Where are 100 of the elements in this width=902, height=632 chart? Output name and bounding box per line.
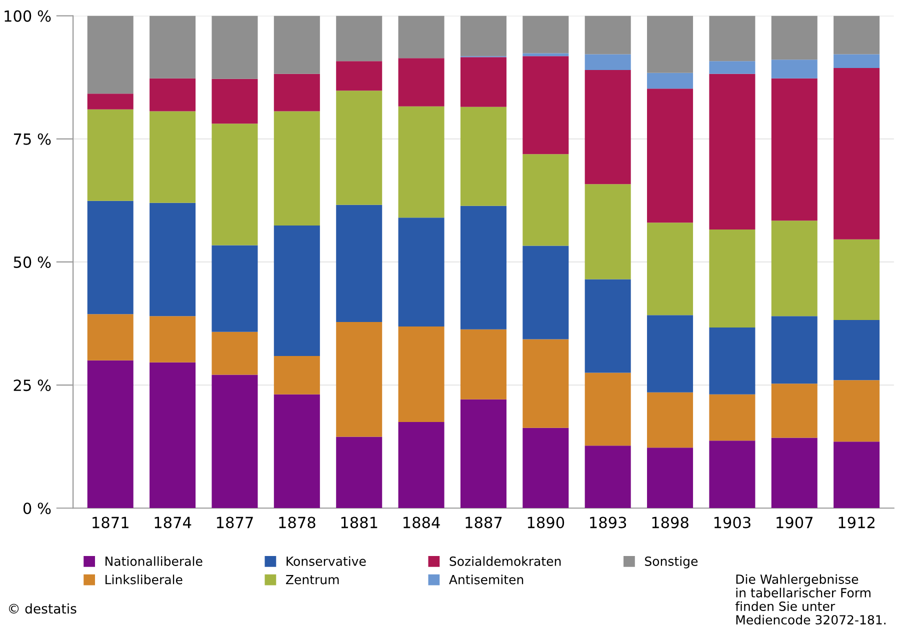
bar [771, 16, 818, 60]
bar [274, 356, 320, 394]
bar [584, 279, 631, 373]
bar [87, 16, 134, 94]
bar [460, 16, 506, 56]
legend-label: Linksliberale [106, 574, 182, 584]
bar [709, 61, 756, 74]
bar [336, 61, 382, 91]
bar [771, 384, 818, 438]
x-tick-label: 1893 [590, 516, 626, 528]
x-tick-label: 1887 [466, 516, 502, 528]
bar [771, 316, 818, 384]
bar [87, 94, 134, 110]
bar [584, 184, 631, 280]
bar [709, 394, 756, 441]
x-tick-label: 1881 [341, 516, 378, 528]
x-tick-label: 1878 [279, 516, 316, 528]
bar [398, 58, 444, 106]
bar [150, 111, 196, 203]
bar [212, 124, 258, 246]
bar [150, 78, 196, 112]
bar [212, 374, 258, 508]
bar [87, 360, 134, 508]
y-tick-label: 75 % [14, 133, 51, 145]
y-tick-label: 50 % [14, 256, 51, 268]
bar [584, 16, 631, 54]
bar [150, 316, 196, 362]
bar [150, 202, 196, 316]
bar [709, 74, 756, 230]
bar [336, 322, 382, 437]
bar [212, 332, 258, 375]
bar [274, 16, 320, 74]
bar [771, 220, 818, 316]
bar [584, 70, 631, 184]
bar [87, 109, 134, 201]
bar [647, 72, 694, 89]
legend-label: Nationalliberale [106, 556, 202, 566]
bar [274, 394, 320, 508]
bar [522, 339, 569, 428]
bar [87, 314, 134, 360]
bar [647, 16, 694, 73]
y-tick-label: 100 % [4, 10, 51, 22]
y-tick-label: 0 % [23, 502, 51, 514]
bar [709, 440, 756, 508]
bar [460, 206, 506, 330]
bar [212, 78, 258, 124]
bar [150, 362, 196, 508]
bar [522, 154, 569, 246]
bar [834, 68, 880, 240]
bar [274, 111, 320, 226]
x-tick-label: 1912 [838, 516, 874, 528]
bar [647, 392, 694, 448]
bar [834, 54, 880, 68]
x-tick-label: 1903 [714, 516, 750, 528]
bar [274, 226, 320, 356]
bar [771, 438, 818, 508]
bar [584, 54, 631, 70]
bar [522, 53, 569, 56]
text: Die Wahlergebnisse in tabellarischer Form finden Sie unter Mediencode 32072-181. [735, 574, 886, 625]
bar [584, 446, 631, 508]
bar [647, 448, 694, 508]
legend-label: Sonstige [645, 556, 698, 568]
x-tick-label: 1871 [92, 516, 128, 528]
bar [771, 60, 818, 78]
bar [834, 16, 880, 54]
bar [709, 229, 756, 328]
bar [274, 74, 320, 112]
bar [398, 16, 444, 58]
legend-label: Sozialdemokraten [450, 556, 561, 566]
x-tick-label: 1877 [216, 516, 253, 528]
bar [771, 78, 818, 221]
bar [522, 16, 569, 54]
bar [460, 329, 506, 400]
bar [709, 16, 756, 62]
x-tick-label: 1907 [776, 516, 813, 528]
bar [522, 56, 569, 154]
x-tick-label: 1898 [652, 516, 688, 528]
bar [522, 428, 569, 508]
bar [212, 16, 258, 79]
y-tick-label: 25 % [14, 380, 51, 392]
bar [647, 315, 694, 392]
bar [398, 422, 444, 508]
bar [647, 222, 694, 316]
bar [834, 320, 880, 380]
bar [398, 106, 444, 218]
bar [460, 57, 506, 107]
bar [647, 88, 694, 223]
bar [150, 16, 196, 78]
x-tick-label: 1890 [528, 516, 564, 528]
bar [584, 372, 631, 446]
bar [336, 204, 382, 322]
bar [87, 200, 134, 314]
legend-label: Antisemiten [449, 574, 524, 584]
bar [336, 90, 382, 205]
bar [460, 106, 506, 206]
text: © destatis [9, 603, 76, 614]
bar [834, 442, 880, 508]
bar [398, 218, 444, 326]
bar [336, 436, 382, 508]
bar [336, 16, 382, 62]
